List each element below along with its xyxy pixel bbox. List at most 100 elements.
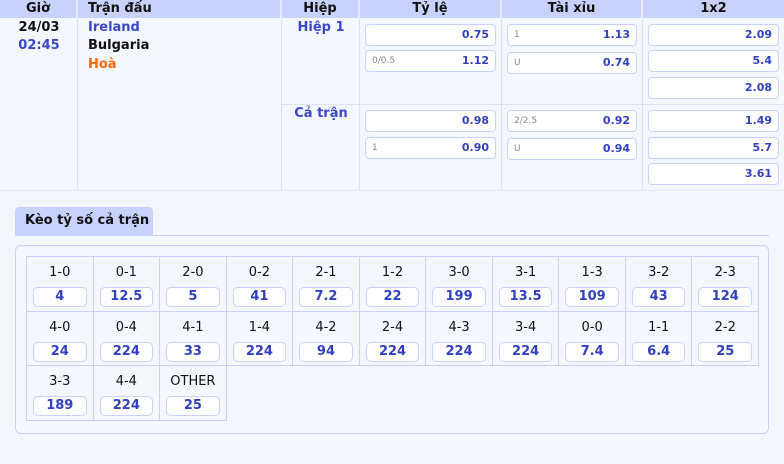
period-full-match: Cả trận: [294, 106, 348, 121]
under-odds[interactable]: U 0.94: [507, 138, 637, 160]
1x2-home-odds[interactable]: 2.09: [648, 24, 779, 46]
score-label: 4-1: [182, 319, 204, 335]
score-cell: 3-2 43: [624, 256, 693, 312]
handicap-home-odds[interactable]: 0.98: [365, 110, 496, 132]
score-label: 1-4: [248, 319, 271, 335]
header-gio: Giờ: [0, 0, 78, 18]
score-cell: 4-1 33: [159, 310, 227, 366]
under-odds[interactable]: U 0.74: [507, 52, 637, 74]
score-odds-button[interactable]: 4: [33, 287, 87, 307]
score-odds-button[interactable]: 224: [498, 341, 553, 362]
score-label: 2-3: [714, 265, 736, 280]
score-label: 0-2: [248, 265, 271, 280]
score-odds-button[interactable]: 224: [232, 341, 287, 362]
score-odds-button[interactable]: 33: [166, 341, 220, 362]
score-cell: 3-3 189: [26, 365, 94, 421]
score-odds-button[interactable]: 24: [33, 341, 87, 362]
score-label: 1-0: [49, 265, 71, 280]
score-odds-button[interactable]: 25: [698, 341, 753, 362]
score-odds-button[interactable]: 224: [99, 341, 154, 362]
table-header: Giờ Trận đấu Hiệp Tỷ lệ Tài xỉu 1x2: [0, 0, 784, 18]
score-label: 3-0: [448, 265, 470, 280]
score-cell: 1-1 6.4: [624, 310, 693, 366]
1x2-draw-odds[interactable]: 5.4: [648, 50, 779, 72]
score-odds-button[interactable]: 7.4: [565, 341, 619, 362]
score-odds-button[interactable]: 22: [365, 287, 420, 307]
score-odds-button[interactable]: 43: [631, 287, 686, 307]
score-label: 2-2: [714, 319, 736, 335]
score-label: 3-1: [514, 265, 537, 280]
match-date: 24/03: [18, 20, 60, 35]
score-cell: 2-0 5: [159, 256, 227, 312]
score-cell: 2-3 124: [691, 256, 760, 312]
score-cell: 4-4 224: [92, 365, 161, 421]
score-cell: 3-0 199: [425, 256, 493, 312]
score-odds-button[interactable]: 124: [698, 287, 753, 307]
score-cell: 4-3 224: [425, 310, 493, 366]
score-odds-button[interactable]: 224: [365, 341, 420, 362]
score-label: 4-4: [115, 374, 137, 389]
header-hiep: Hiệp: [282, 0, 360, 18]
score-cell: 4-0 24: [26, 310, 94, 366]
score-label: 4-2: [315, 319, 337, 335]
score-odds-button[interactable]: 12.5: [99, 287, 154, 307]
score-odds-button[interactable]: 109: [565, 287, 619, 307]
score-cell: 2-1 7.2: [292, 256, 360, 312]
score-cell: 3-1 13.5: [491, 256, 560, 312]
correct-score-grid: 1-0 4 0-1 12.5 2-0 5 0-2 41 2-1 7.2 1-2 22 3-0 199 3-1…: [26, 256, 760, 421]
score-odds-button[interactable]: 224: [432, 341, 486, 362]
score-odds-button[interactable]: 25: [166, 396, 220, 416]
score-cell: 1-4 224: [225, 310, 294, 366]
score-cell: 0-4 224: [92, 310, 161, 366]
handicap-home-odds[interactable]: 0.75: [365, 24, 496, 46]
score-label: 3-3: [49, 374, 71, 389]
over-odds[interactable]: 1 1.13: [507, 24, 637, 46]
handicap-away-odds[interactable]: 0/0.5 1.12: [365, 50, 496, 72]
score-odds-button[interactable]: 5: [166, 287, 220, 307]
score-cell: 4-2 94: [292, 310, 360, 366]
score-label: 2-0: [182, 265, 204, 280]
score-cell: 1-3 109: [558, 256, 626, 312]
score-label: 2-1: [315, 265, 337, 280]
score-odds-button[interactable]: 13.5: [498, 287, 553, 307]
header-ty-le: Tỷ lệ: [360, 0, 502, 18]
score-label: 4-3: [448, 319, 470, 335]
score-cell: 1-0 4: [26, 256, 94, 312]
score-label: 1-2: [381, 265, 404, 280]
away-team[interactable]: Bulgaria: [88, 38, 150, 53]
1x2-home-odds[interactable]: 1.49: [648, 110, 779, 132]
score-label: 0-0: [581, 319, 603, 335]
1x2-away-odds[interactable]: 3.61: [648, 163, 779, 185]
1x2-draw-odds[interactable]: 5.7: [648, 137, 779, 159]
header-tai-xiu: Tài xỉu: [502, 0, 643, 18]
score-label: OTHER: [170, 374, 216, 389]
score-odds-button[interactable]: 189: [33, 396, 87, 416]
score-label: 1-3: [581, 265, 603, 280]
score-cell: 2-2 25: [691, 310, 760, 366]
score-cell: 0-2 41: [225, 256, 294, 312]
score-odds-button[interactable]: 199: [432, 287, 486, 307]
score-cell: 3-4 224: [491, 310, 560, 366]
score-odds-button[interactable]: 7.2: [299, 287, 353, 307]
score-label: 2-4: [381, 319, 404, 335]
score-odds-button[interactable]: 6.4: [631, 341, 686, 362]
score-odds-button[interactable]: 224: [99, 396, 154, 416]
1x2-away-odds[interactable]: 2.08: [648, 77, 779, 99]
score-label: 4-0: [49, 319, 71, 335]
score-cell: 0-1 12.5: [92, 256, 161, 312]
draw-label: Hoà: [88, 57, 117, 72]
match-time: 02:45: [18, 38, 60, 53]
score-label: 3-4: [514, 319, 537, 335]
score-cell: 0-0 7.4: [558, 310, 626, 366]
score-odds-button[interactable]: 41: [232, 287, 287, 307]
handicap-away-odds[interactable]: 1 0.90: [365, 137, 496, 159]
header-1x2: 1x2: [700, 1, 727, 16]
home-team[interactable]: Ireland: [88, 20, 140, 35]
score-label: 1-1: [648, 319, 670, 335]
tab-correct-score[interactable]: Kèo tỷ số cả trận: [15, 207, 153, 236]
period-first-half: Hiệp 1: [297, 20, 345, 35]
score-odds-button[interactable]: 94: [299, 341, 353, 362]
score-label: 0-4: [115, 319, 137, 335]
over-odds[interactable]: 2/2.5 0.92: [507, 110, 637, 132]
score-cell: 1-2 22: [358, 256, 427, 312]
